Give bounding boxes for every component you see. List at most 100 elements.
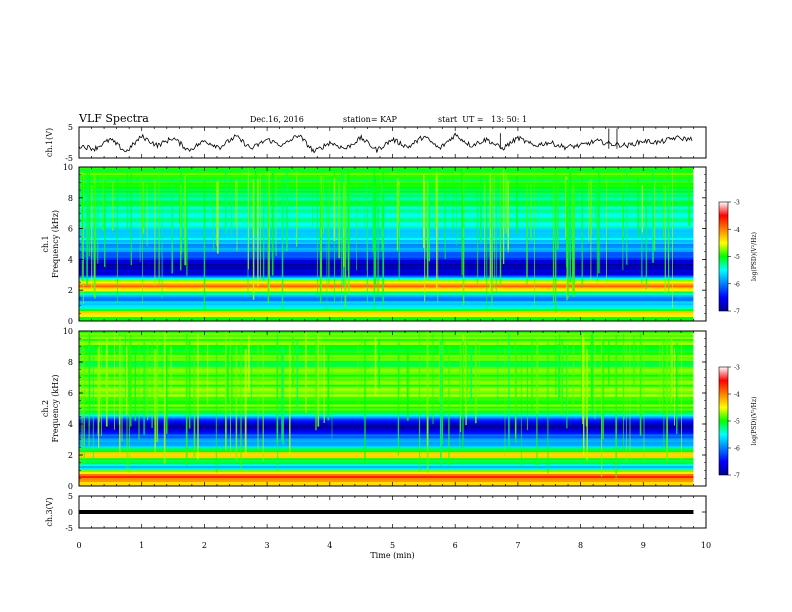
ch1-band <box>79 303 706 306</box>
ch1-band <box>79 311 706 314</box>
ch2-band <box>79 466 706 469</box>
ch1-band <box>79 222 706 225</box>
ch1-band <box>79 190 706 194</box>
ch2-spec-ytick-label: 0 <box>68 482 73 491</box>
ch2-band <box>79 450 706 453</box>
ch1-band <box>79 293 706 296</box>
ch1-band <box>79 178 706 182</box>
ch1-band <box>79 269 706 273</box>
ch2-band <box>79 420 706 423</box>
start-time-label: start UT = 13: 50: 1 <box>438 115 528 124</box>
ch1-colorbar-tick-label: -7 <box>734 309 740 316</box>
ch1-band <box>79 232 706 235</box>
ch2-band <box>79 366 706 370</box>
ch3-wave-ytick-label: 0 <box>68 508 73 517</box>
ch1-band <box>79 194 706 198</box>
ch2-band <box>79 426 706 429</box>
ch1-band <box>79 309 706 312</box>
ch2-band <box>79 462 706 465</box>
ch2-band <box>79 452 706 455</box>
ch2-band <box>79 346 706 350</box>
ch2-band <box>79 438 706 441</box>
ch2-band <box>79 364 706 368</box>
ch2-colorbar-label: log(PSD)(V²/Hz) <box>751 397 758 446</box>
x-tick-label: 1 <box>139 541 144 550</box>
ch1-band <box>79 184 706 188</box>
ch1-colorbar-tick-label: -6 <box>734 281 740 288</box>
ch1-band <box>79 218 706 221</box>
ch1-spec-ytick-label: 6 <box>68 225 73 234</box>
ch1-band <box>79 196 706 199</box>
ch1-band <box>79 198 706 201</box>
ch1-band <box>79 297 706 300</box>
x-tick-label: 6 <box>453 541 458 550</box>
ch2-spec-ytick-label: 8 <box>68 358 73 367</box>
ch2-band <box>79 406 706 409</box>
ch2-band <box>79 418 706 421</box>
ch2-band <box>79 352 706 356</box>
x-tick-label: 5 <box>390 541 395 550</box>
ch1-band <box>79 305 706 308</box>
ch2-band <box>79 390 706 394</box>
ch1-band <box>79 180 706 184</box>
ch2-spec-ytick-label: 6 <box>68 389 73 398</box>
ch2-band <box>79 422 706 425</box>
ch2-band <box>79 360 706 364</box>
ch1-band <box>79 267 706 271</box>
x-tick-label: 10 <box>701 541 711 550</box>
ch2-band <box>79 404 706 407</box>
ch1-band <box>79 245 706 249</box>
ch2-band <box>79 398 706 401</box>
ch1-band <box>79 192 706 196</box>
ch3-wave-ytick-label: -5 <box>65 524 73 533</box>
ch2-band <box>79 424 706 427</box>
ch1-spec-ytick-label: 0 <box>68 317 73 326</box>
ch1-spec-ytick-label: 8 <box>68 194 73 203</box>
ch1-band <box>79 208 706 211</box>
ch1-band <box>79 295 706 298</box>
date-label: Dec.16, 2016 <box>250 115 304 124</box>
ch2-band <box>79 394 706 397</box>
ch2-band <box>79 386 706 390</box>
ch1-band <box>79 176 706 180</box>
ch2-band <box>79 430 706 433</box>
ch1-band <box>79 234 706 237</box>
ch2-band <box>79 372 706 376</box>
ch1-wave-ylabel: ch.1(V) <box>45 128 54 157</box>
ch2-band <box>79 374 706 378</box>
ch1-band <box>79 240 706 243</box>
ch1-band <box>79 265 706 269</box>
ch1-colorbar <box>718 201 729 312</box>
ch1-band <box>79 249 706 253</box>
ch2-colorbar-tick-label: -4 <box>734 392 740 399</box>
ch2-band <box>79 440 706 443</box>
ch2-band <box>79 344 706 348</box>
ch2-blank-end <box>693 331 706 486</box>
ch2-band <box>79 456 706 459</box>
ch1-band <box>79 242 706 245</box>
x-tick-label: 8 <box>578 541 583 550</box>
ch2-band <box>79 350 706 354</box>
ch1-band <box>79 315 706 318</box>
ch1-band <box>79 273 706 276</box>
ch2-colorbar <box>718 366 729 476</box>
ch2-colorbar-tick-label: -5 <box>734 419 740 426</box>
ch1-band <box>79 212 706 215</box>
ch2-band <box>79 436 706 439</box>
x-axis-label: Time (min) <box>370 551 414 560</box>
ch2-heatmap <box>79 331 706 487</box>
ch1-colorbar-tick-label: -4 <box>734 227 740 234</box>
ch2-band <box>79 412 706 415</box>
ch2-colorbar-tick-label: -7 <box>734 473 740 480</box>
ch2-band <box>79 478 706 481</box>
ch2-band <box>79 434 706 437</box>
ch1-band <box>79 281 706 284</box>
ch1-spec-ytick-label: 10 <box>63 163 73 172</box>
ch2-band <box>79 474 706 477</box>
ch2-band <box>79 442 706 445</box>
ch1-band <box>79 283 706 286</box>
ch2-band <box>79 384 706 388</box>
ch1-band <box>79 230 706 233</box>
ch1-band <box>79 275 706 278</box>
